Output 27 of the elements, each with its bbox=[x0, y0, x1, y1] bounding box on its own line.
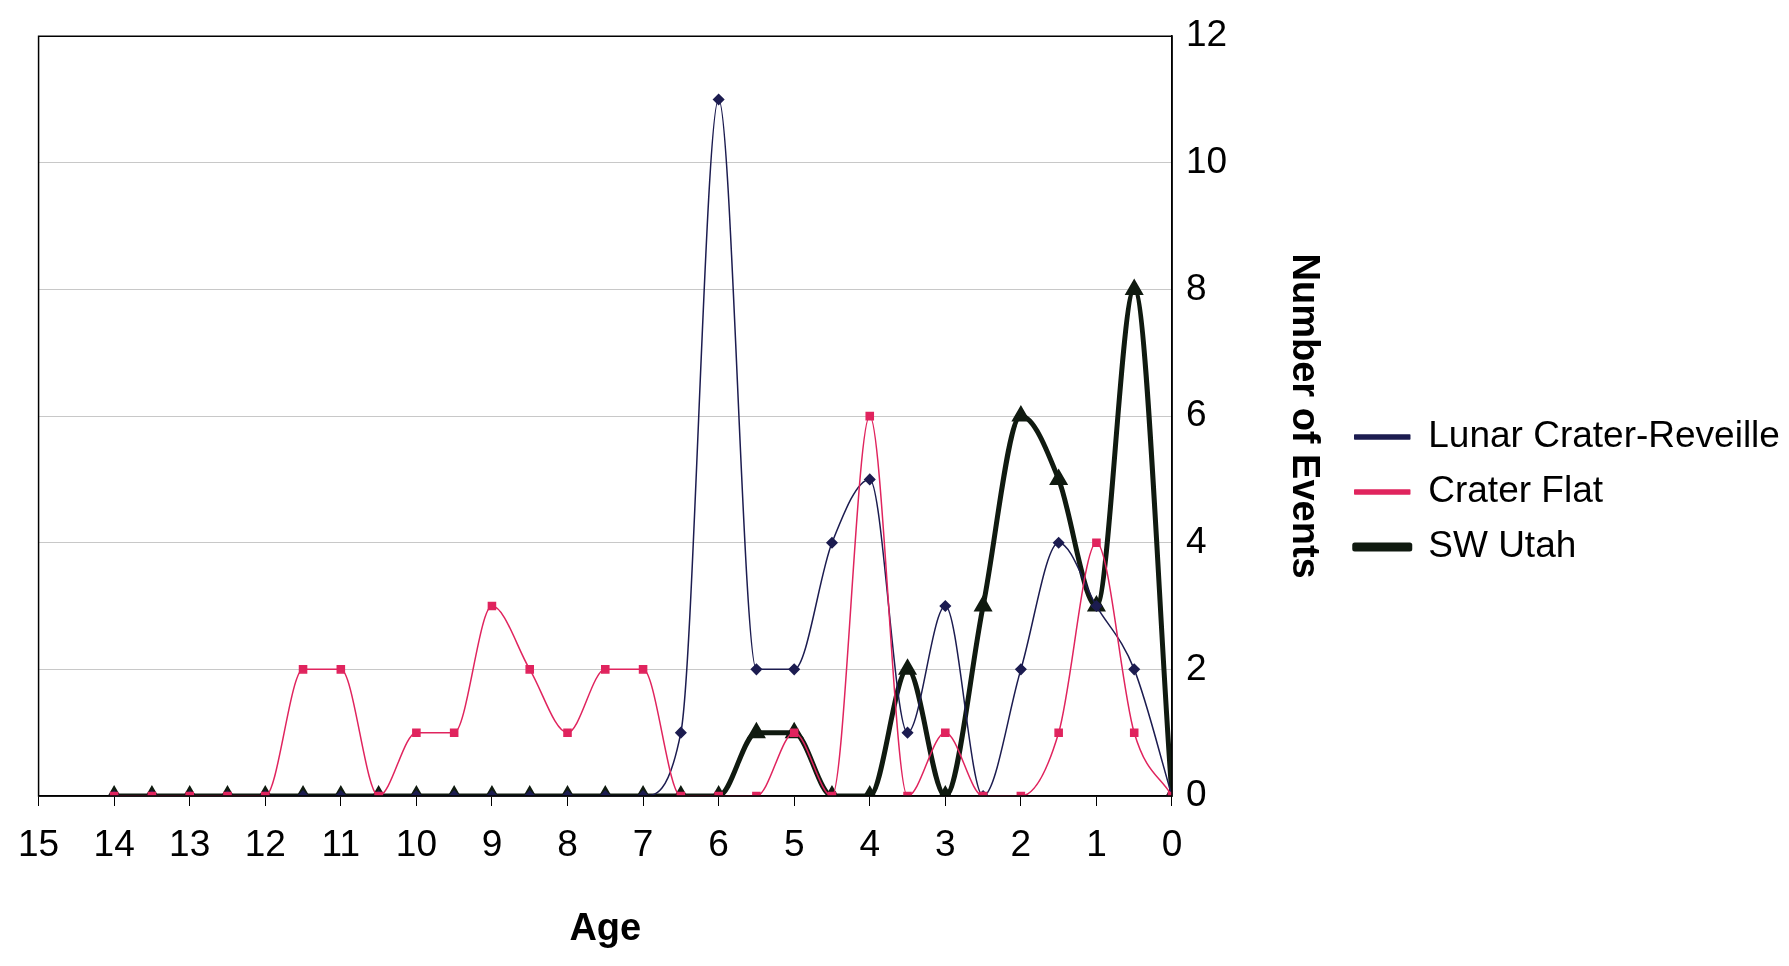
legend-label: Lunar Crater-Reveille bbox=[1428, 414, 1780, 456]
x-tick-label: 5 bbox=[783, 823, 805, 865]
legend-label: Crater Flat bbox=[1428, 469, 1604, 511]
x-tick-label: 12 bbox=[244, 823, 286, 865]
y-tick-label: 6 bbox=[1185, 393, 1207, 435]
y-tick-label: 2 bbox=[1185, 646, 1207, 688]
x-tick-label: 1 bbox=[1086, 823, 1107, 865]
x-tick-label: 14 bbox=[93, 823, 135, 865]
x-axis-title: Age bbox=[569, 905, 642, 948]
x-tick-label: 7 bbox=[632, 823, 654, 865]
x-tick-label: 15 bbox=[18, 823, 60, 865]
y-tick-label: 8 bbox=[1185, 266, 1207, 308]
x-tick-label: 4 bbox=[859, 823, 881, 865]
x-tick-label: 13 bbox=[169, 823, 211, 865]
x-tick-label: 6 bbox=[708, 823, 729, 865]
y-axis-title: Number of Events bbox=[1285, 253, 1328, 579]
y-tick-label: 0 bbox=[1185, 773, 1207, 815]
x-tick-label: 2 bbox=[1010, 823, 1032, 865]
x-tick-label: 11 bbox=[321, 823, 361, 865]
legend-label: SW Utah bbox=[1428, 524, 1577, 566]
x-tick-label: 10 bbox=[395, 823, 437, 865]
x-tick-label: 9 bbox=[481, 823, 503, 865]
x-tick-label: 8 bbox=[557, 823, 578, 865]
y-tick-label: 12 bbox=[1185, 13, 1228, 55]
y-tick-label: 4 bbox=[1185, 519, 1207, 561]
y-tick-label: 10 bbox=[1185, 140, 1228, 182]
x-tick-label: 3 bbox=[935, 823, 956, 865]
